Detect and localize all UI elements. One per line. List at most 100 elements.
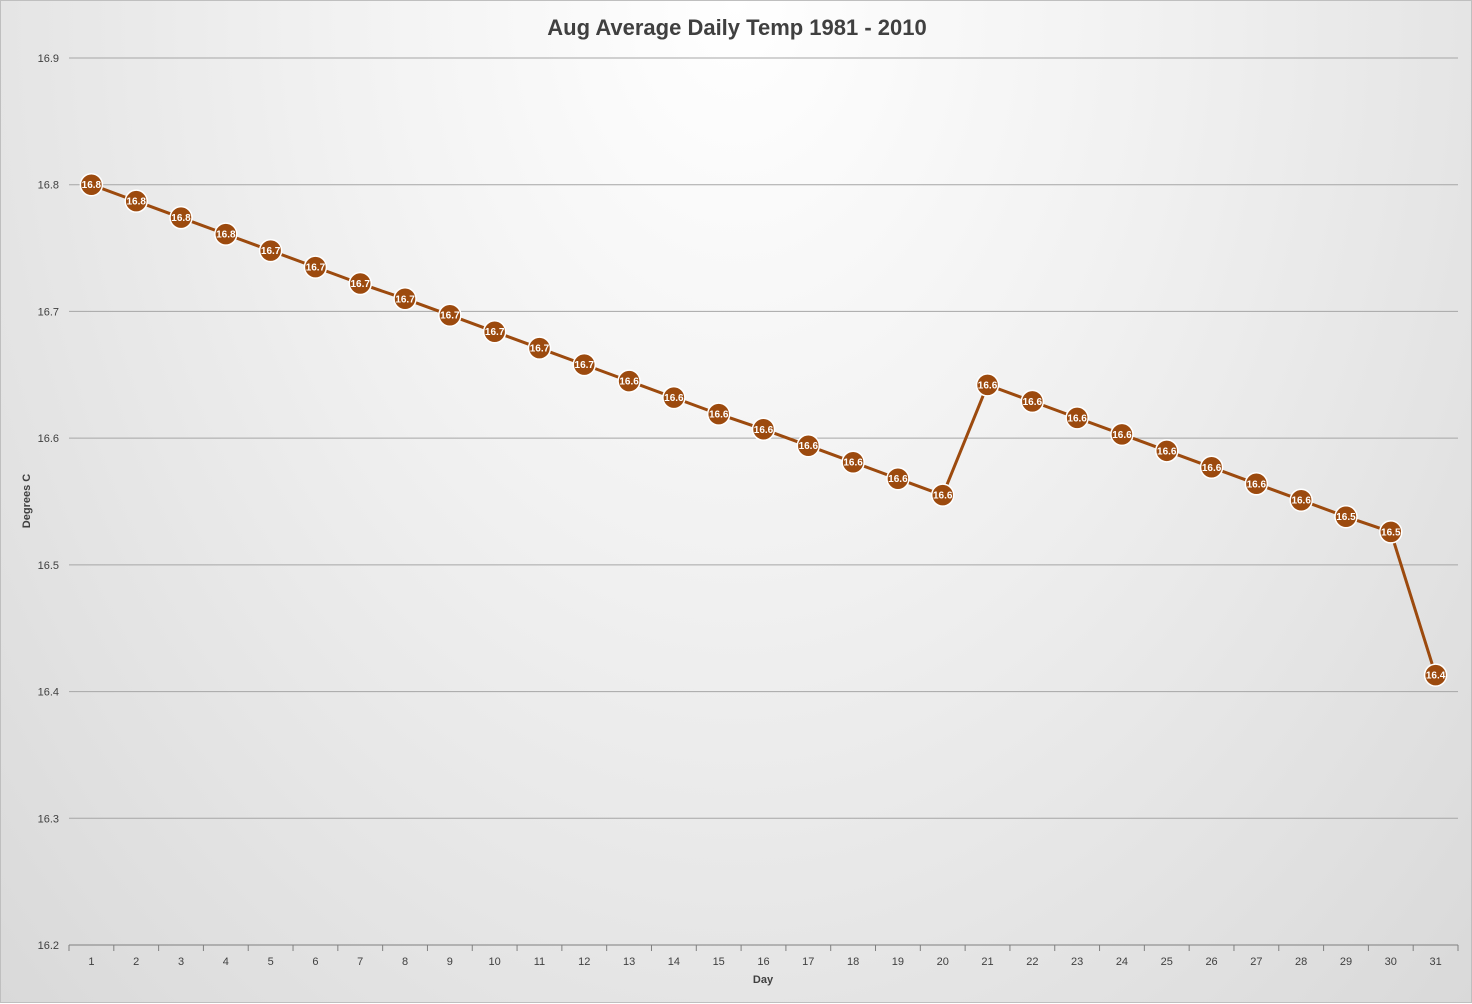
data-label: 16.6 bbox=[1023, 397, 1043, 408]
data-label: 16.6 bbox=[1247, 479, 1267, 490]
gridlines bbox=[69, 57, 1458, 946]
y-tick-label: 16.2 bbox=[38, 940, 59, 952]
x-tick-label: 24 bbox=[1116, 956, 1128, 968]
data-point bbox=[706, 402, 731, 426]
data-point bbox=[258, 238, 283, 263]
data-label: 16.7 bbox=[575, 360, 595, 371]
data-label: 16.6 bbox=[843, 458, 863, 469]
data-label: 16.7 bbox=[440, 311, 460, 322]
data-label: 16.6 bbox=[799, 441, 819, 452]
data-label: 16.7 bbox=[485, 327, 505, 338]
data-point bbox=[886, 466, 910, 491]
data-label: 16.8 bbox=[126, 197, 146, 208]
data-point bbox=[1065, 406, 1089, 430]
data-point bbox=[348, 271, 372, 296]
x-axis-title: Day bbox=[753, 974, 774, 986]
data-label: 16.6 bbox=[888, 474, 908, 485]
data-point bbox=[1110, 422, 1134, 447]
x-tick-label: 23 bbox=[1071, 956, 1083, 968]
data-label: 16.6 bbox=[1112, 430, 1132, 441]
chart-title: Aug Average Daily Temp 1981 - 2010 bbox=[547, 15, 926, 40]
x-tick-label: 13 bbox=[623, 956, 635, 968]
data-point bbox=[1423, 663, 1448, 687]
data-point bbox=[482, 319, 507, 344]
x-tick-label: 17 bbox=[802, 956, 814, 968]
x-tick-label: 7 bbox=[357, 956, 363, 968]
x-tick-label: 5 bbox=[268, 956, 274, 968]
data-point bbox=[527, 336, 552, 360]
data-label: 16.6 bbox=[1291, 496, 1311, 507]
data-label: 16.5 bbox=[1336, 512, 1356, 523]
x-tick-label: 6 bbox=[312, 956, 318, 968]
data-label: 16.7 bbox=[306, 263, 326, 274]
y-tick-label: 16.8 bbox=[38, 180, 59, 192]
data-point bbox=[751, 417, 776, 442]
x-tick-label: 30 bbox=[1385, 956, 1397, 968]
x-tick-label: 16 bbox=[757, 956, 769, 968]
data-point bbox=[393, 287, 417, 311]
data-point bbox=[1199, 455, 1224, 480]
x-tick-label: 4 bbox=[223, 956, 229, 968]
data-label: 16.7 bbox=[530, 344, 550, 355]
data-point bbox=[438, 303, 462, 327]
data-point bbox=[1334, 504, 1358, 529]
data-point bbox=[1244, 472, 1269, 496]
x-tick-label: 22 bbox=[1026, 956, 1038, 968]
data-label: 16.8 bbox=[82, 180, 102, 191]
data-label: 16.6 bbox=[619, 377, 639, 388]
x-tick-label: 19 bbox=[892, 956, 904, 968]
x-tick-label: 15 bbox=[713, 956, 725, 968]
x-tick-label: 12 bbox=[578, 956, 590, 968]
data-label: 16.7 bbox=[351, 279, 371, 290]
data-point bbox=[841, 450, 865, 474]
data-point bbox=[1020, 389, 1045, 414]
data-label: 16.6 bbox=[709, 410, 729, 421]
x-tick-label: 29 bbox=[1340, 956, 1352, 968]
y-tick-label: 16.9 bbox=[38, 53, 59, 65]
data-point bbox=[617, 369, 641, 393]
y-axis-ticks: 16.2 16.3 16.4 16.5 16.6 16.7 16.8 16.9 bbox=[38, 53, 59, 952]
x-tick-label: 25 bbox=[1161, 956, 1173, 968]
data-label: 16.6 bbox=[1157, 446, 1177, 457]
data-point bbox=[796, 433, 821, 458]
x-tick-label: 9 bbox=[447, 956, 453, 968]
x-tick-label: 21 bbox=[981, 956, 993, 968]
data-point bbox=[214, 222, 238, 246]
data-label: 16.6 bbox=[978, 380, 998, 391]
x-tick-label: 18 bbox=[847, 956, 859, 968]
data-label: 16.6 bbox=[754, 425, 774, 436]
x-tick-label: 2 bbox=[133, 956, 139, 968]
x-tick-label: 11 bbox=[534, 956, 545, 968]
data-point bbox=[124, 189, 148, 213]
x-tick-label: 28 bbox=[1295, 956, 1307, 968]
y-tick-label: 16.6 bbox=[38, 433, 59, 445]
x-tick-label: 3 bbox=[178, 956, 184, 968]
x-tick-label: 1 bbox=[88, 956, 94, 968]
data-point bbox=[1289, 488, 1313, 512]
data-point bbox=[975, 373, 1000, 397]
data-label: 16.8 bbox=[216, 230, 236, 241]
x-tick-label: 26 bbox=[1205, 956, 1217, 968]
y-tick-label: 16.5 bbox=[38, 560, 59, 572]
x-tick-label: 31 bbox=[1429, 956, 1441, 968]
data-point bbox=[79, 172, 104, 197]
x-tick-label: 20 bbox=[937, 956, 949, 968]
data-point bbox=[930, 483, 955, 507]
y-tick-label: 16.7 bbox=[38, 306, 59, 318]
data-label: 16.6 bbox=[933, 491, 953, 502]
data-label: 16.7 bbox=[261, 246, 281, 257]
y-axis-title: Degrees C bbox=[21, 474, 33, 528]
x-tick-label: 14 bbox=[668, 956, 680, 968]
x-axis: 1 2 3 4 5 6 7 8 9 10 11 12 13 14 15 16 17 18 19 20 21 22 23 24 2… bbox=[68, 944, 1459, 968]
data-label: 16.8 bbox=[171, 213, 191, 224]
data-label: 16.4 bbox=[1426, 671, 1446, 682]
x-tick-label: 10 bbox=[489, 956, 501, 968]
data-label: 16.6 bbox=[1202, 463, 1222, 474]
y-tick-label: 16.3 bbox=[38, 813, 59, 825]
data-point bbox=[1155, 439, 1179, 463]
data-label: 16.6 bbox=[664, 393, 684, 404]
data-label: 16.7 bbox=[395, 294, 415, 305]
y-tick-label: 16.4 bbox=[38, 687, 59, 699]
data-point bbox=[572, 352, 597, 377]
